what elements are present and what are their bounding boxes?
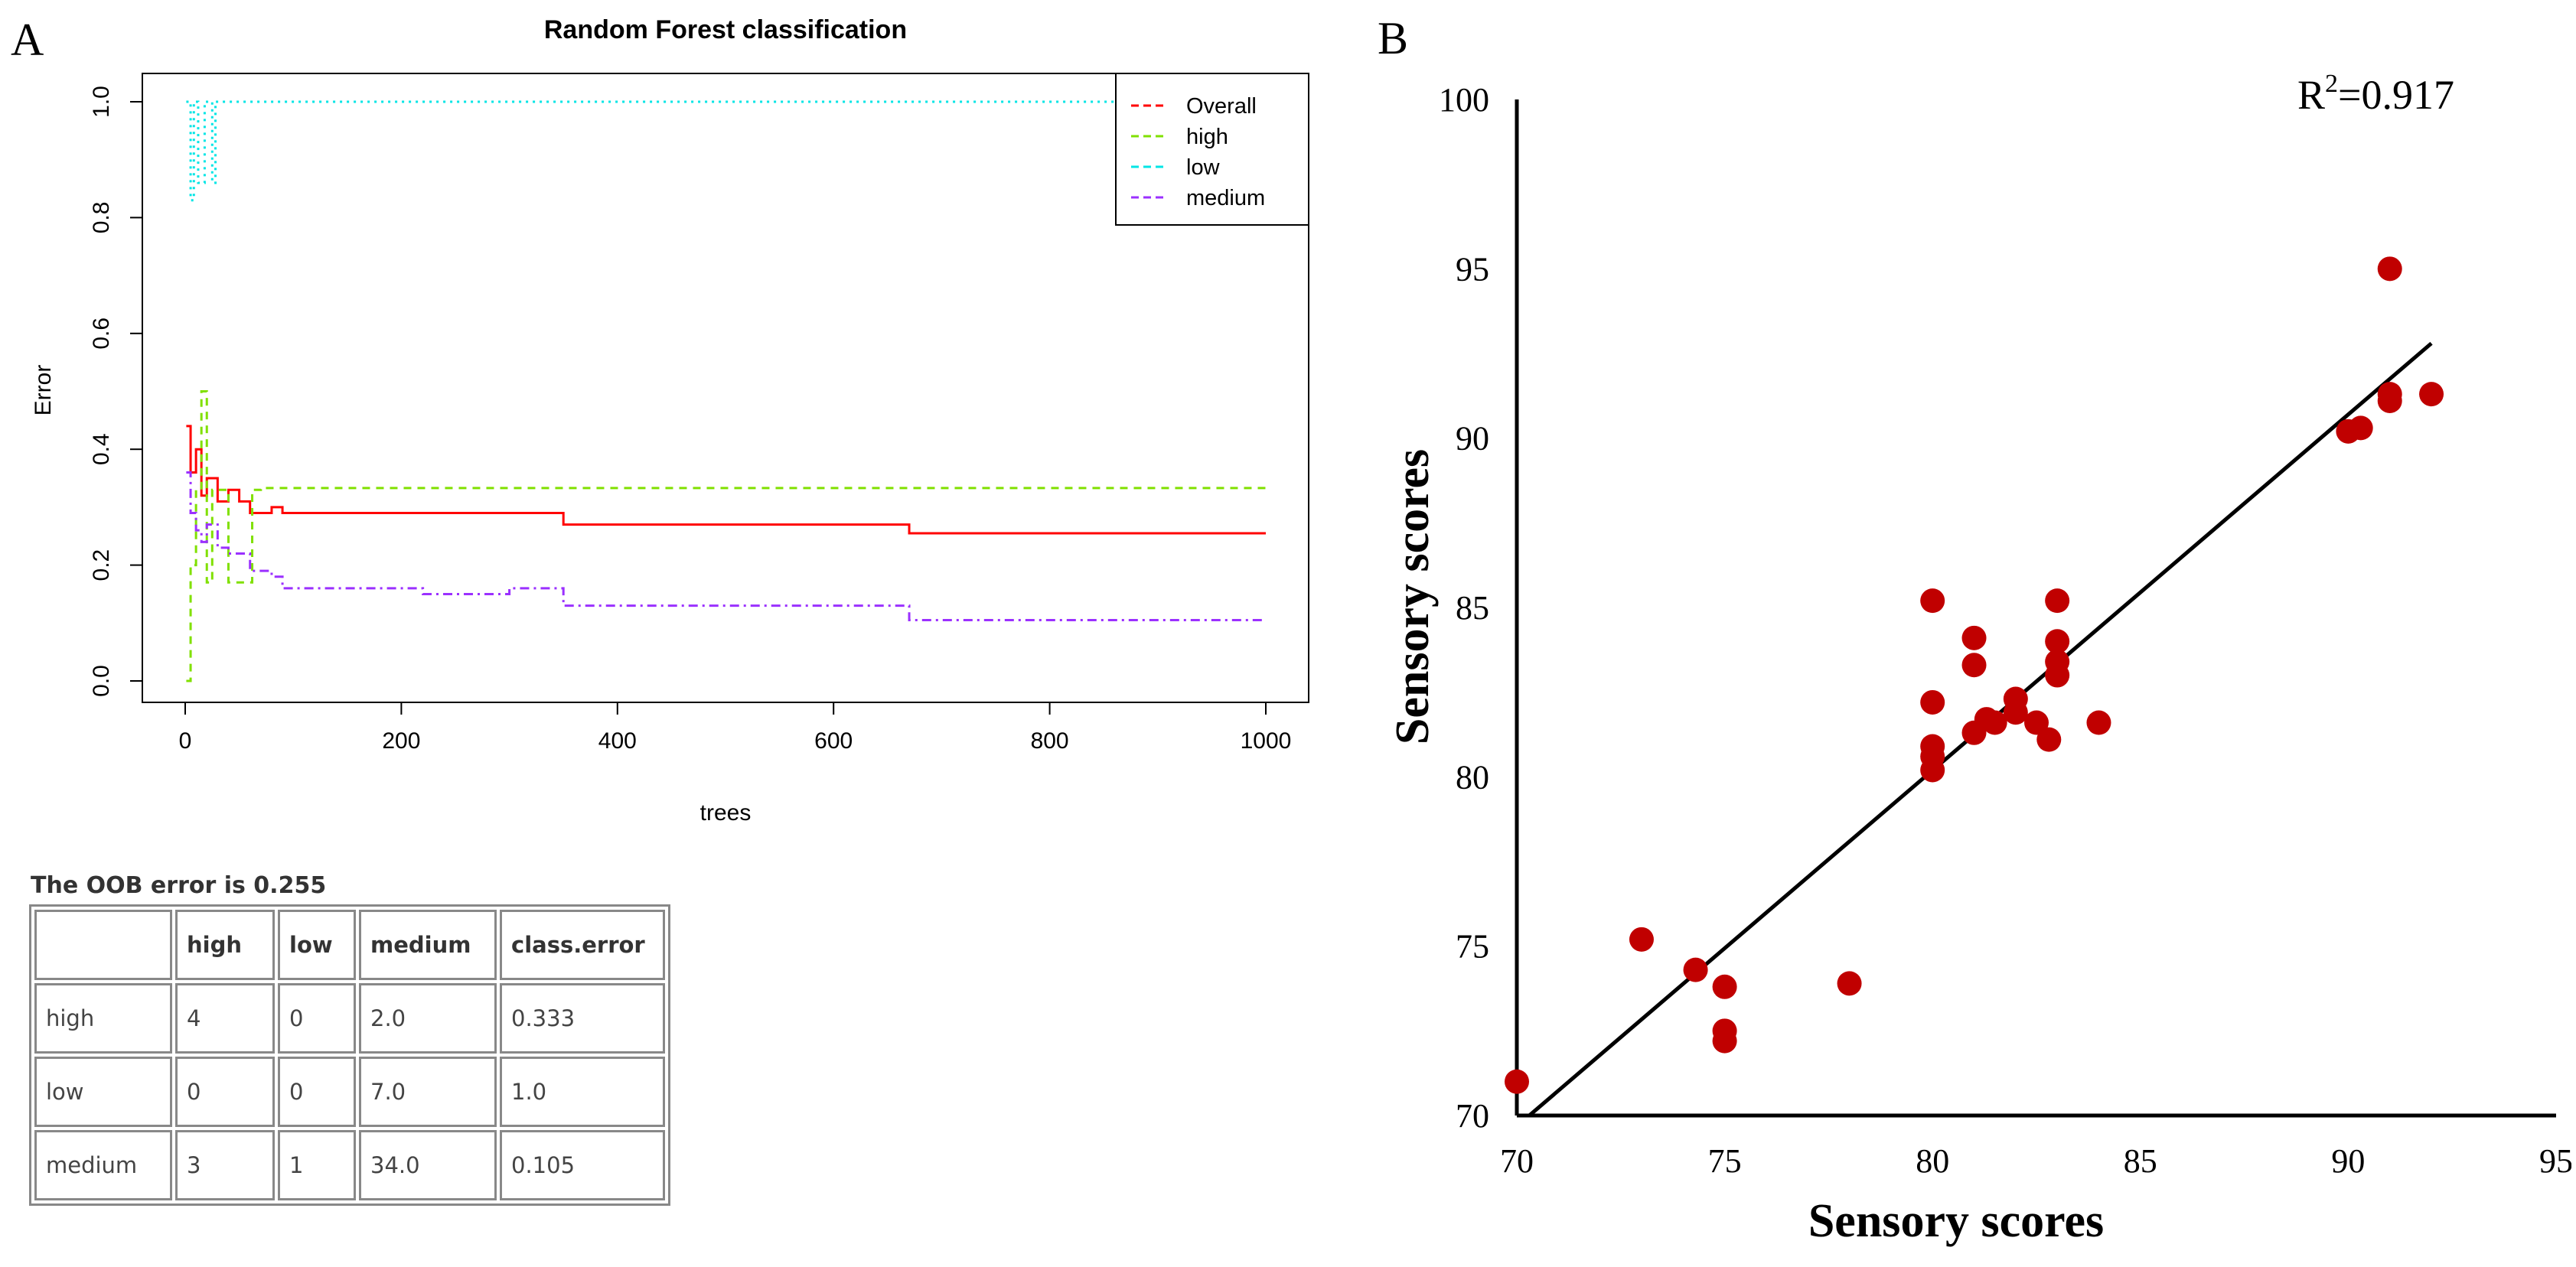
chart-b-x-tick-label: 80	[1916, 1142, 1949, 1180]
chart-a-y-tick-label: 0.0	[89, 665, 114, 697]
chart-b-x-tick-label: 85	[2124, 1142, 2157, 1180]
chart-b-y-tick-label: 75	[1456, 928, 1489, 966]
chart-a-y-tick-label: 0.2	[89, 549, 114, 581]
table-cell: low	[34, 1057, 172, 1127]
scatter-point	[2348, 415, 2373, 441]
legend-label-overall: Overall	[1186, 94, 1257, 119]
chart-b-x-tick-label: 90	[2331, 1142, 2365, 1180]
chart-a-x-tick-label: 1000	[1241, 728, 1292, 754]
table-row: medium 3 1 34.0 0.105	[34, 1130, 665, 1200]
chart-a-y-tick-label: 0.8	[89, 202, 114, 234]
chart-b: B 70 75 80 85 90 95 70 75 80 85 90 95 100 Sensory s…	[1378, 13, 2571, 1247]
chart-a-x-label: trees	[700, 800, 752, 826]
scatter-point	[2045, 629, 2070, 654]
chart-a-x-tick-label: 0	[179, 728, 192, 754]
table-cell: 0	[175, 1057, 275, 1127]
confusion-header-cell: medium	[359, 910, 497, 980]
series-line-high	[186, 390, 1266, 682]
scatter-point	[1920, 588, 1945, 614]
table-cell: 0	[278, 983, 356, 1054]
chart-a-y-tick-label: 0.6	[89, 318, 114, 350]
scatter-point	[1712, 974, 1737, 999]
scatter-point	[2024, 710, 2049, 735]
chart-b-y-label: Sensory scores	[1387, 449, 1439, 744]
scatter-point	[1712, 1028, 1737, 1054]
scatter-point	[2045, 588, 2070, 614]
scatter-point	[1920, 757, 1945, 783]
table-cell: 1	[278, 1130, 356, 1200]
series-line-overall	[186, 425, 1266, 535]
scatter-point	[1683, 957, 1708, 982]
chart-b-y-tick-label: 85	[1456, 589, 1489, 627]
chart-b-y-tick-label: 80	[1456, 758, 1489, 796]
chart-a-y-tick-label: 0.4	[89, 433, 114, 465]
chart-b-x-tick-label: 75	[1708, 1142, 1742, 1180]
series-line-medium	[186, 471, 1266, 622]
confusion-header-cell: high	[175, 910, 275, 980]
table-cell: 7.0	[359, 1057, 497, 1127]
chart-b-y-tick-label: 70	[1456, 1097, 1489, 1135]
confusion-header-cell: low	[278, 910, 356, 980]
legend-label-medium: medium	[1186, 186, 1265, 210]
chart-a-y-tick-label: 1.0	[89, 86, 114, 118]
chart-a-y-label: Error	[31, 365, 56, 416]
table-cell: 34.0	[359, 1130, 497, 1200]
chart-a-x-tick-label: 800	[1031, 728, 1069, 754]
table-cell: 3	[175, 1130, 275, 1200]
scatter-point	[2377, 388, 2402, 413]
scatter-point	[1505, 1069, 1529, 1094]
table-row: high 4 0 2.0 0.333	[34, 983, 665, 1054]
oob-error-caption: The OOB error is 0.255	[31, 872, 327, 899]
scatter-point	[2045, 663, 2070, 688]
scatter-point	[1920, 689, 1945, 715]
legend-label-low: low	[1186, 155, 1221, 180]
table-cell: 0.105	[500, 1130, 665, 1200]
table-cell: high	[34, 983, 172, 1054]
table-cell: 0	[278, 1057, 356, 1127]
scatter-point	[1982, 710, 2007, 735]
chart-b-x-tick-label: 70	[1500, 1142, 1534, 1180]
chart-a-x-tick-label: 400	[598, 728, 637, 754]
scatter-point	[1629, 927, 1654, 952]
chart-a-x-tick-label: 200	[382, 728, 420, 754]
confusion-matrix-table: high low medium class.error high 4 0 2.0 0.333 l…	[29, 904, 670, 1206]
panel-b-letter: B	[1378, 13, 1408, 64]
scatter-point	[2003, 700, 2028, 725]
scatter-point	[2036, 727, 2062, 752]
table-cell: 0.333	[500, 983, 665, 1054]
chart-a-legend: Overall high low medium	[1115, 73, 1309, 226]
series-line-low	[186, 100, 1266, 202]
r-squared-label: R2=0.917	[2297, 70, 2454, 118]
chart-a: A Random Forest classification 0 200 400 60…	[11, 15, 1309, 826]
confusion-header-cell	[34, 910, 172, 980]
table-cell: 1.0	[500, 1057, 665, 1127]
chart-b-y-tick-label: 90	[1456, 420, 1489, 458]
chart-b-y-tick-label: 100	[1439, 81, 1489, 119]
table-cell: medium	[34, 1130, 172, 1200]
confusion-header-cell: class.error	[500, 910, 665, 980]
scatter-point	[2377, 256, 2402, 282]
table-cell: 2.0	[359, 983, 497, 1054]
chart-a-title: Random Forest classification	[544, 15, 907, 44]
legend-label-high: high	[1186, 125, 1228, 149]
chart-a-x-tick-label: 600	[814, 728, 853, 754]
scatter-point	[1961, 653, 1987, 678]
chart-b-x-tick-label: 95	[2539, 1142, 2571, 1180]
panel-a-letter: A	[11, 15, 44, 65]
scatter-point	[2086, 710, 2111, 735]
confusion-header-row: high low medium class.error	[34, 910, 665, 980]
scatter-point	[2419, 382, 2444, 407]
table-row: low 0 0 7.0 1.0	[34, 1057, 665, 1127]
scatter-point	[1837, 971, 1862, 996]
chart-b-y-tick-label: 95	[1456, 250, 1489, 288]
scatter-point	[1961, 625, 1987, 650]
table-cell: 4	[175, 983, 275, 1054]
chart-b-x-label: Sensory scores	[1808, 1195, 2104, 1247]
